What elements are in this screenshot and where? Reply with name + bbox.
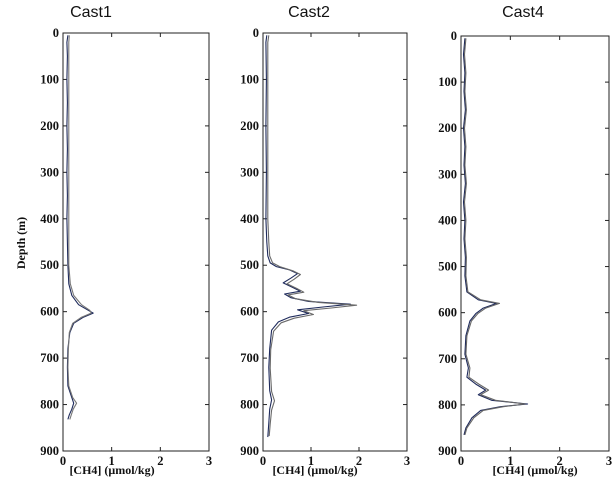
y-tick-label: 400 [240,212,259,226]
x-tick-label: 1 [109,454,115,468]
x-tick-label: 1 [507,454,513,468]
y-tick-label: 800 [40,398,59,412]
y-tick-label: 700 [40,351,59,365]
y-tick-label: 900 [40,444,59,458]
plot-frame [460,35,610,452]
y-tick-label: 0 [253,26,259,40]
y-tick-label: 500 [438,260,457,274]
y-tick-label: 700 [438,352,457,366]
y-tick-label: 100 [40,72,59,86]
y-tick-label: 100 [240,72,259,86]
x-tick-label: 2 [557,454,563,468]
series-line-2 [267,35,358,437]
series-line-2 [463,38,526,436]
series-line-2 [67,35,92,420]
panel-title: Cast1 [70,4,112,21]
x-tick-label: 0 [260,454,266,468]
x-tick-label: 1 [308,454,314,468]
y-tick-label: 0 [53,26,59,40]
y-tick-label: 400 [438,213,457,227]
panel-title: Cast2 [288,4,330,21]
x-axis-label: [CH4] (μmol/kg) [69,463,154,477]
y-tick-label: 800 [438,398,457,412]
y-tick-label: 300 [40,165,59,179]
y-tick-label: 700 [240,351,259,365]
x-tick-label: 0 [458,454,464,468]
y-tick-label: 500 [40,258,59,272]
y-tick-label: 600 [240,305,259,319]
x-tick-label: 3 [404,454,410,468]
x-tick-label: 2 [356,454,362,468]
x-tick-label: 2 [157,454,163,468]
x-tick-label: 3 [206,454,212,468]
y-tick-label: 0 [451,29,457,43]
y-tick-label: 300 [438,167,457,181]
y-tick-label: 100 [438,75,457,89]
y-tick-label: 500 [240,258,259,272]
x-axis-label: [CH4] (μmol/kg) [492,463,577,477]
y-tick-label: 200 [240,119,259,133]
plot-frame [262,32,408,452]
y-tick-label: 900 [438,444,457,458]
y-tick-label: 800 [240,398,259,412]
y-tick-label: 600 [40,305,59,319]
y-tick-label: 200 [438,121,457,135]
panel-title: Cast4 [502,4,544,21]
x-axis-label: [CH4] (μmol/kg) [272,463,357,477]
x-tick-label: 0 [60,454,66,468]
y-tick-label: 200 [40,119,59,133]
y-axis-label: Depth (m) [14,217,28,269]
y-tick-label: 300 [240,165,259,179]
plot-frame [62,32,210,452]
x-tick-label: 3 [606,454,612,468]
series-line-1 [462,38,529,436]
y-tick-label: 600 [438,306,457,320]
series-line-1 [265,35,351,438]
y-tick-label: 400 [40,212,59,226]
series-line-1 [66,35,94,420]
y-tick-label: 900 [240,444,259,458]
